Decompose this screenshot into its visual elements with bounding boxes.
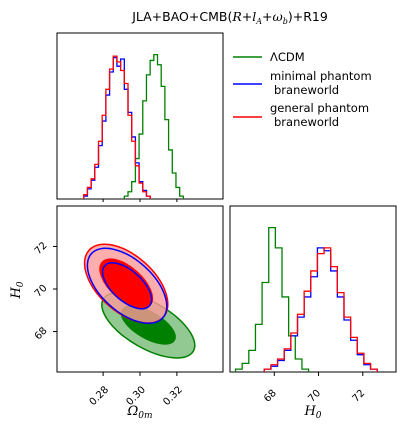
contour-xtick-label-0: 0.28: [88, 384, 112, 408]
omega-hist-panel: [56, 32, 224, 200]
x-axis-label-h0: H0: [303, 404, 321, 421]
omega-hist-series: [83, 54, 184, 199]
contour-ytick-label-0: 68: [33, 325, 50, 342]
legend-label-minimal: minimal phantom braneworld: [270, 69, 375, 97]
omega-hist-lcdm: [123, 54, 184, 199]
h0-hist-minimal-phantom: [263, 247, 378, 372]
h0-hist-panel: [229, 205, 397, 373]
h0-hist-xtick-label-0: 68: [262, 388, 279, 405]
h0-hist-xtick-label-1: 70: [306, 388, 323, 405]
y-axis-label-h0: H0: [9, 281, 26, 299]
legend-label-general-line2: braneworld: [274, 115, 339, 129]
legend-label-lcdm: ΛCDM: [270, 50, 305, 64]
legend-label-minimal-line2: braneworld: [274, 83, 339, 97]
h0-hist-series: [234, 227, 378, 372]
h0-hist-lcdm: [234, 227, 310, 372]
contour-ytick-label-2: 72: [33, 240, 50, 257]
figure-title: JLA+BAO+CMB(R+lA+ωb)+R19: [131, 9, 328, 26]
legend-label-general-line1: general phantom: [270, 101, 369, 115]
omega-hist-minimal-phantom: [83, 56, 151, 199]
contour-95-minimal-phantom: [86, 247, 168, 325]
contour-series: [83, 243, 196, 359]
contour-xtick-label-2: 0.32: [161, 384, 185, 408]
legend-label-general: general phantom braneworld: [270, 101, 373, 129]
contour-ytick-label-1: 70: [33, 283, 50, 300]
legend-label-minimal-line1: minimal phantom: [270, 69, 372, 83]
h0-hist-general-phantom: [263, 247, 378, 372]
h0-hist-xtick-label-2: 72: [351, 388, 368, 405]
legend: ΛCDM minimal phantom braneworld general …: [233, 50, 375, 129]
x-axis-label-omega: Ω0m: [126, 404, 152, 421]
contour-68-minimal-phantom: [101, 262, 153, 310]
omega-hist-general-phantom: [83, 55, 151, 199]
